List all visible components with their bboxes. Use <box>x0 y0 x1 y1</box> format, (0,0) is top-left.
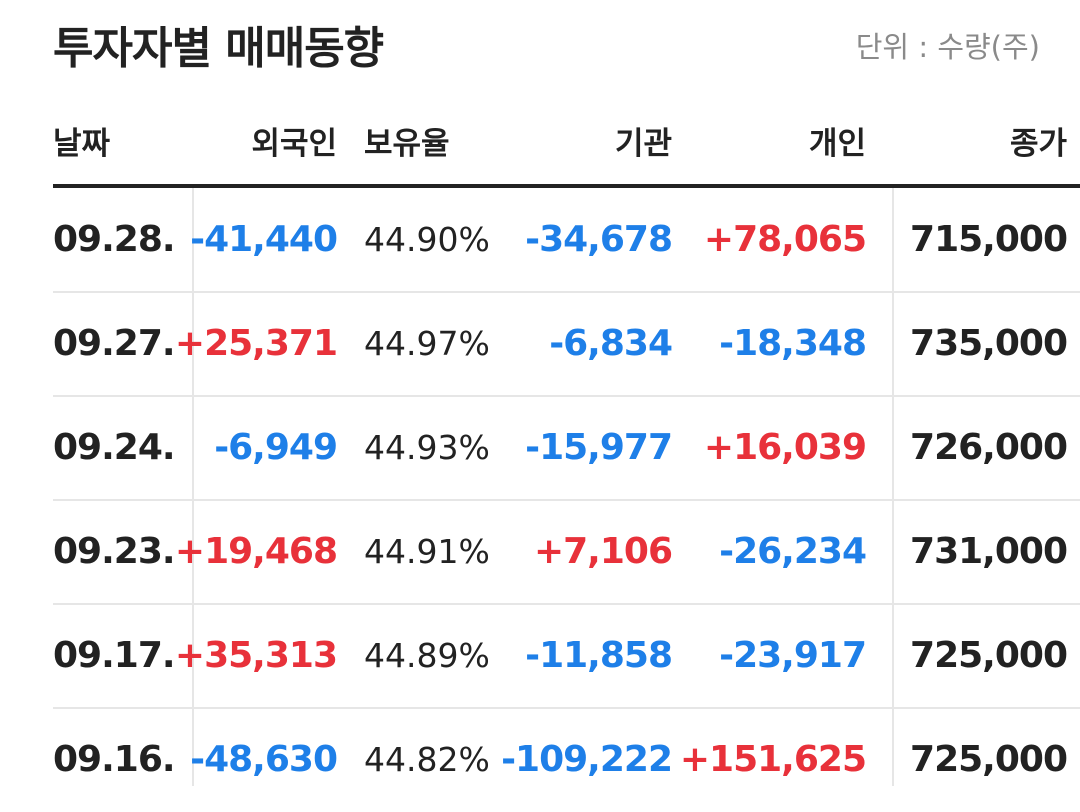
table-cell: -48,630 <box>190 739 338 780</box>
table-cell: -109,222 <box>501 739 673 780</box>
table-cell: +19,468 <box>174 531 338 572</box>
table-cell: +35,313 <box>174 635 338 676</box>
column-header: 종가 <box>1009 126 1067 162</box>
table-cell: 44.97% <box>364 324 490 363</box>
row-divider <box>53 499 1080 501</box>
table-cell: -15,977 <box>525 427 673 468</box>
column-header: 개인 <box>808 126 866 162</box>
table-cell: -23,917 <box>719 635 867 676</box>
table-cell: 09.24. <box>53 427 176 468</box>
table-cell: 44.82% <box>364 740 490 779</box>
table-cell: 44.89% <box>364 636 490 675</box>
column-header: 기관 <box>614 126 672 162</box>
column-header: 외국인 <box>251 126 337 162</box>
title: 투자자별 매매동향 <box>53 23 384 74</box>
row-divider <box>53 707 1080 709</box>
column-divider <box>892 188 894 786</box>
row-divider <box>53 395 1080 397</box>
row-divider <box>53 603 1080 605</box>
header-rule <box>53 184 1080 188</box>
row-divider <box>53 291 1080 293</box>
table-cell: +25,371 <box>174 323 338 364</box>
unit-note: 단위 : 수량(주) <box>855 30 1040 64</box>
table-cell: -6,949 <box>214 427 338 468</box>
table-cell: 09.28. <box>53 219 176 260</box>
table-cell: 715,000 <box>910 219 1068 260</box>
column-divider <box>192 188 194 786</box>
table-cell: 09.23. <box>53 531 176 572</box>
table-cell: 731,000 <box>910 531 1068 572</box>
table-cell: +78,065 <box>703 219 867 260</box>
table-cell: -41,440 <box>190 219 338 260</box>
table-cell: 725,000 <box>910 739 1068 780</box>
column-header: 날짜 <box>53 126 111 162</box>
table-cell: 09.27. <box>53 323 176 364</box>
table-cell: 725,000 <box>910 635 1068 676</box>
table-cell: 726,000 <box>910 427 1068 468</box>
table-cell: -18,348 <box>719 323 867 364</box>
table-cell: 44.93% <box>364 428 490 467</box>
table-cell: -26,234 <box>719 531 867 572</box>
table-cell: 09.16. <box>53 739 176 780</box>
page: 투자자별 매매동향 단위 : 수량(주) (() => { const data… <box>53 23 1080 786</box>
table-cell: +16,039 <box>703 427 867 468</box>
table-cell: +151,625 <box>679 739 867 780</box>
table-cell: -6,834 <box>549 323 673 364</box>
table-cell: -34,678 <box>525 219 673 260</box>
table-cell: 09.17. <box>53 635 176 676</box>
column-header: 보유율 <box>364 126 450 162</box>
table-cell: +7,106 <box>533 531 673 572</box>
table-cell: 44.90% <box>364 220 490 259</box>
table-cell: 44.91% <box>364 532 490 571</box>
table-cell: 735,000 <box>910 323 1068 364</box>
table-cell: -11,858 <box>525 635 673 676</box>
